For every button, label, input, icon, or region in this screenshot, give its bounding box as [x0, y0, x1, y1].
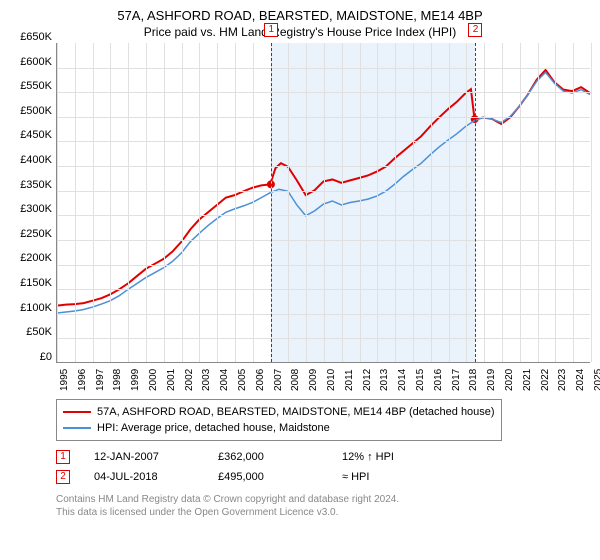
- legend-row: 57A, ASHFORD ROAD, BEARSTED, MAIDSTONE, …: [63, 404, 495, 420]
- x-axis-labels: 1995199619971998199920002001200220032004…: [56, 363, 590, 393]
- legend: 57A, ASHFORD ROAD, BEARSTED, MAIDSTONE, …: [56, 399, 502, 441]
- legend-label: HPI: Average price, detached house, Maid…: [97, 420, 330, 436]
- chart-title-line1: 57A, ASHFORD ROAD, BEARSTED, MAIDSTONE, …: [10, 8, 590, 23]
- sale-marker-number: 2: [56, 470, 70, 484]
- sale-marker-number: 1: [56, 450, 70, 464]
- sale-delta: 12% ↑ HPI: [342, 451, 442, 463]
- legend-row: HPI: Average price, detached house, Maid…: [63, 420, 495, 436]
- chart-area: 12 1995199619971998199920002001200220032…: [10, 43, 590, 393]
- chart-title-line2: Price paid vs. HM Land Registry's House …: [10, 25, 590, 39]
- footnote: Contains HM Land Registry data © Crown c…: [56, 493, 544, 519]
- footnote-line: Contains HM Land Registry data © Crown c…: [56, 493, 544, 506]
- y-axis-labels: [10, 43, 56, 363]
- legend-label: 57A, ASHFORD ROAD, BEARSTED, MAIDSTONE, …: [97, 404, 495, 420]
- sale-price: £495,000: [218, 471, 318, 483]
- plot-region: 12: [56, 43, 590, 363]
- sale-delta: ≈ HPI: [342, 471, 442, 483]
- sale-records: 1 12-JAN-2007 £362,000 12% ↑ HPI 2 04-JU…: [56, 447, 590, 487]
- sale-date: 04-JUL-2018: [94, 471, 194, 483]
- sale-date: 12-JAN-2007: [94, 451, 194, 463]
- footnote-line: This data is licensed under the Open Gov…: [56, 506, 544, 519]
- sale-record-row: 1 12-JAN-2007 £362,000 12% ↑ HPI: [56, 447, 590, 467]
- sale-price: £362,000: [218, 451, 318, 463]
- sale-record-row: 2 04-JUL-2018 £495,000 ≈ HPI: [56, 467, 590, 487]
- legend-swatch: [63, 411, 91, 413]
- legend-swatch: [63, 427, 91, 429]
